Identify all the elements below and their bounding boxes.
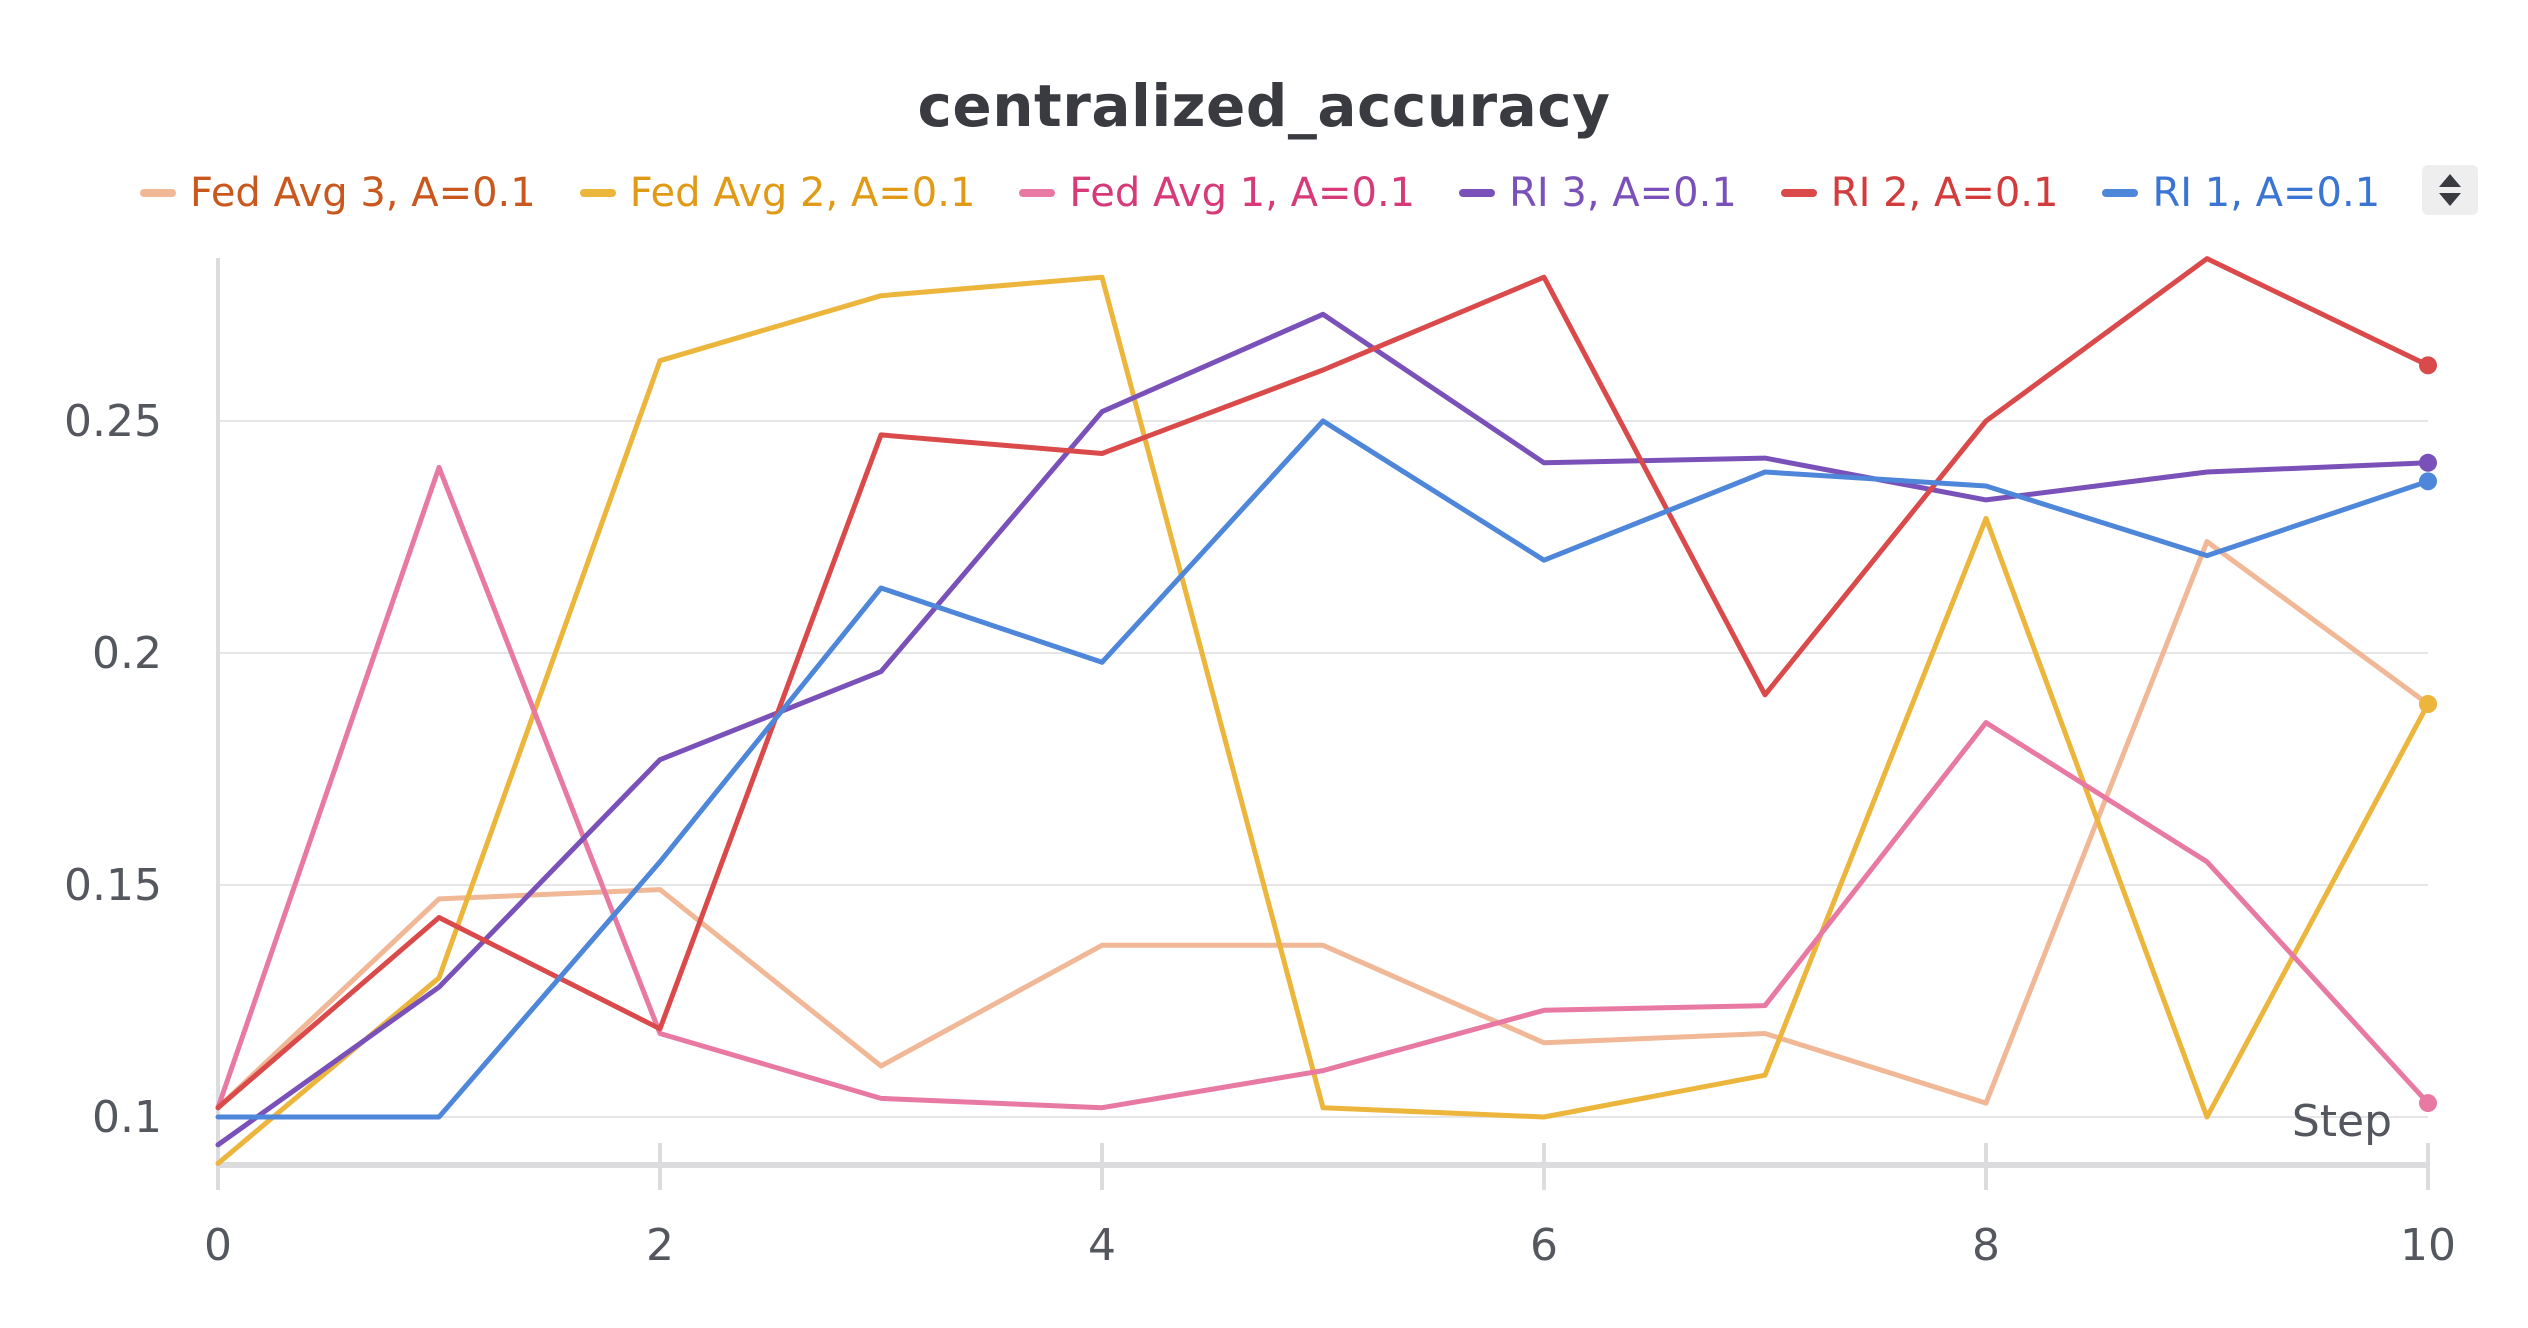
- x-tick-label: 10: [2400, 1220, 2456, 1271]
- label-layer: 0.1 0.15 0.2 0.25 0 2 4 6 8 10 Step: [64, 396, 2456, 1271]
- series-end-point-6: [2419, 472, 2437, 491]
- grid-layer: [218, 420, 2428, 1118]
- legend-swatch: [1459, 189, 1496, 197]
- legend: Fed Avg 3, A=0.1 Fed Avg 2, A=0.1 Fed Avg …: [140, 163, 2380, 223]
- legend-swatch: [1780, 189, 1817, 197]
- series-end-point-2: [2419, 695, 2437, 714]
- legend-label: RI 3, A=0.1: [1509, 170, 1737, 216]
- legend-item[interactable]: Fed Avg 1, A=0.1: [1019, 170, 1415, 216]
- legend-item[interactable]: RI 1, A=0.1: [2102, 170, 2380, 216]
- legend-swatch: [2102, 189, 2139, 197]
- y-tick-label: 0.2: [92, 628, 162, 679]
- legend-item[interactable]: RI 2, A=0.1: [1780, 170, 2059, 216]
- legend-scroll-button[interactable]: [2422, 165, 2478, 215]
- series-end-point-4: [2419, 453, 2437, 472]
- y-tick-label: 0.1: [92, 1092, 162, 1143]
- legend-label: Fed Avg 3, A=0.1: [190, 170, 536, 216]
- series-line-2: [215, 274, 2431, 1166]
- series-end-point-3: [2419, 1094, 2437, 1113]
- x-axis-title: Step: [2292, 1096, 2392, 1147]
- legend-label: Fed Avg 2, A=0.1: [629, 170, 976, 216]
- legend-swatch: [1019, 189, 1056, 197]
- series-line-4: [215, 311, 2431, 1148]
- series-line-5: [215, 256, 2431, 1111]
- x-tick-label: 0: [204, 1220, 232, 1271]
- legend-label: Fed Avg 1, A=0.1: [1069, 170, 1416, 216]
- legend-swatch: [579, 189, 616, 197]
- chevron-down-icon: [2439, 193, 2461, 206]
- legend-label: RI 1, A=0.1: [2152, 170, 2381, 216]
- legend-swatch: [140, 189, 176, 197]
- series-line-1: [215, 539, 2431, 1111]
- y-tick-label: 0.15: [64, 860, 162, 911]
- legend-item[interactable]: RI 3, A=0.1: [1459, 170, 1737, 216]
- legend-item[interactable]: Fed Avg 2, A=0.1: [579, 170, 976, 216]
- legend-item[interactable]: Fed Avg 3, A=0.1: [140, 170, 536, 216]
- series-line-6: [215, 418, 2431, 1120]
- legend-label: RI 2, A=0.1: [1830, 170, 2059, 216]
- x-tick-label: 2: [646, 1220, 674, 1271]
- series-layer: [215, 256, 2437, 1166]
- chevron-up-icon: [2439, 174, 2461, 187]
- series-line-3: [215, 464, 2431, 1111]
- chart-title: centralized_accuracy: [917, 72, 1611, 140]
- x-tick-label: 6: [1530, 1220, 1558, 1271]
- x-tick-label: 8: [1972, 1220, 2000, 1271]
- series-end-point-5: [2419, 356, 2437, 375]
- x-tick-label: 4: [1088, 1220, 1116, 1271]
- y-tick-label: 0.25: [64, 396, 162, 447]
- axis-layer: [216, 258, 2430, 1190]
